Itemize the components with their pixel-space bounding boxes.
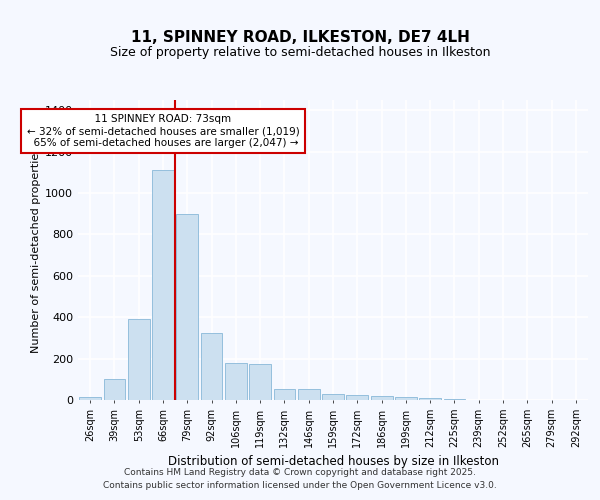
Bar bbox=[128, 320, 149, 400]
Text: 11, SPINNEY ROAD, ILKESTON, DE7 4LH: 11, SPINNEY ROAD, ILKESTON, DE7 4LH bbox=[131, 30, 469, 45]
Text: Contains public sector information licensed under the Open Government Licence v3: Contains public sector information licen… bbox=[103, 482, 497, 490]
Bar bbox=[79, 397, 101, 400]
Bar bbox=[274, 388, 295, 400]
Bar bbox=[200, 333, 223, 400]
Bar bbox=[395, 397, 417, 400]
Bar bbox=[298, 388, 320, 400]
Y-axis label: Number of semi-detached properties: Number of semi-detached properties bbox=[31, 147, 41, 353]
Bar bbox=[419, 398, 441, 400]
Text: 11 SPINNEY ROAD: 73sqm  
← 32% of semi-detached houses are smaller (1,019)
  65%: 11 SPINNEY ROAD: 73sqm ← 32% of semi-det… bbox=[26, 114, 299, 148]
Bar bbox=[346, 395, 368, 400]
Text: Size of property relative to semi-detached houses in Ilkeston: Size of property relative to semi-detach… bbox=[110, 46, 490, 59]
Bar bbox=[225, 363, 247, 400]
Bar bbox=[443, 399, 466, 400]
Text: Contains HM Land Registry data © Crown copyright and database right 2025.: Contains HM Land Registry data © Crown c… bbox=[124, 468, 476, 477]
X-axis label: Distribution of semi-detached houses by size in Ilkeston: Distribution of semi-detached houses by … bbox=[167, 456, 499, 468]
Bar bbox=[371, 396, 392, 400]
Bar bbox=[249, 364, 271, 400]
Bar bbox=[322, 394, 344, 400]
Bar bbox=[104, 380, 125, 400]
Bar bbox=[152, 170, 174, 400]
Bar bbox=[176, 214, 198, 400]
